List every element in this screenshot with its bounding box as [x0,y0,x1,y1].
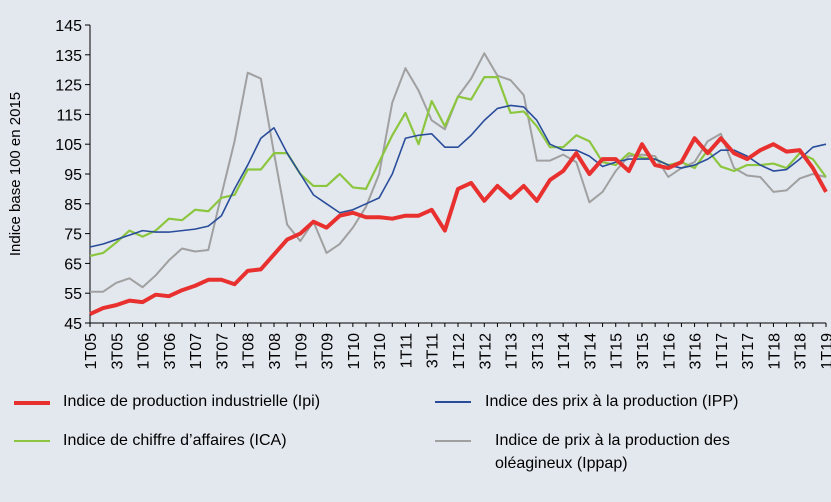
x-tick-label: 3T12 [477,333,494,370]
y-tick-label: 135 [55,48,82,65]
y-axis-label: Indice base 100 en 2015 [7,92,24,256]
x-tick-label: 3T06 [162,333,179,370]
series-line [89,76,827,258]
series-line [90,52,827,293]
x-tick-label: 1T10 [346,333,363,370]
legend-label: Indice de chiffre d’affaires (ICA) [63,432,287,449]
y-tick-label: 55 [64,286,82,303]
series-line [89,104,827,248]
y-tick-label: 145 [55,18,82,35]
x-tick-label: 1T18 [766,333,783,370]
x-tick-label: 3T18 [793,333,810,370]
x-tick-label: 3T15 [635,333,652,370]
y-tick-label: 85 [64,197,82,214]
x-tick-label: 1T16 [661,333,678,370]
y-tick-label: 65 [64,256,82,273]
legend-label: Indice de prix à la production des oléag… [495,432,730,472]
x-tick-label: 3T05 [109,333,126,370]
x-tick-label: 3T11 [425,333,442,368]
legend-swatch [14,440,50,442]
x-tick-label: 1T15 [609,333,626,370]
x-tick-label: 1T17 [714,333,731,370]
x-tick-label: 3T14 [582,333,599,370]
x-tick-label: 1T05 [83,333,100,370]
x-tick-label: 1T13 [504,333,521,370]
legend-swatch [14,401,50,405]
x-tick-label: 1T08 [241,333,258,370]
x-tick-label: 3T09 [320,333,337,370]
y-tick-label: 95 [64,167,82,184]
x-tick-label: 1T06 [136,333,153,370]
y-tick-label: 45 [64,316,82,333]
x-tick-label: 3T10 [372,333,389,370]
legend-label: Indice de production industrielle (Ipi) [63,393,321,410]
x-tick-label: 1T12 [451,333,468,370]
x-tick-label: 3T13 [530,333,547,370]
legend-swatch [435,440,471,442]
x-tick-label: 3T07 [214,333,231,370]
y-tick-label: 125 [55,78,82,95]
x-tick-label: 1T14 [556,333,573,370]
x-tick-label: 3T16 [688,333,705,370]
legend-swatch [435,401,471,403]
x-tick-label: 1T11 [398,333,415,368]
x-tick-label: 1T09 [293,333,310,370]
series-line [89,136,828,316]
legend-label: Indice des prix à la production (IPP) [485,393,739,410]
y-tick-label: 115 [56,107,82,124]
x-tick-label: 3T17 [740,333,757,370]
x-tick-label: 1T19 [819,333,831,370]
x-tick-label: 3T08 [267,333,284,370]
x-tick-label: 1T07 [188,333,205,370]
y-tick-label: 75 [64,227,82,244]
y-tick-label: 105 [55,137,82,154]
